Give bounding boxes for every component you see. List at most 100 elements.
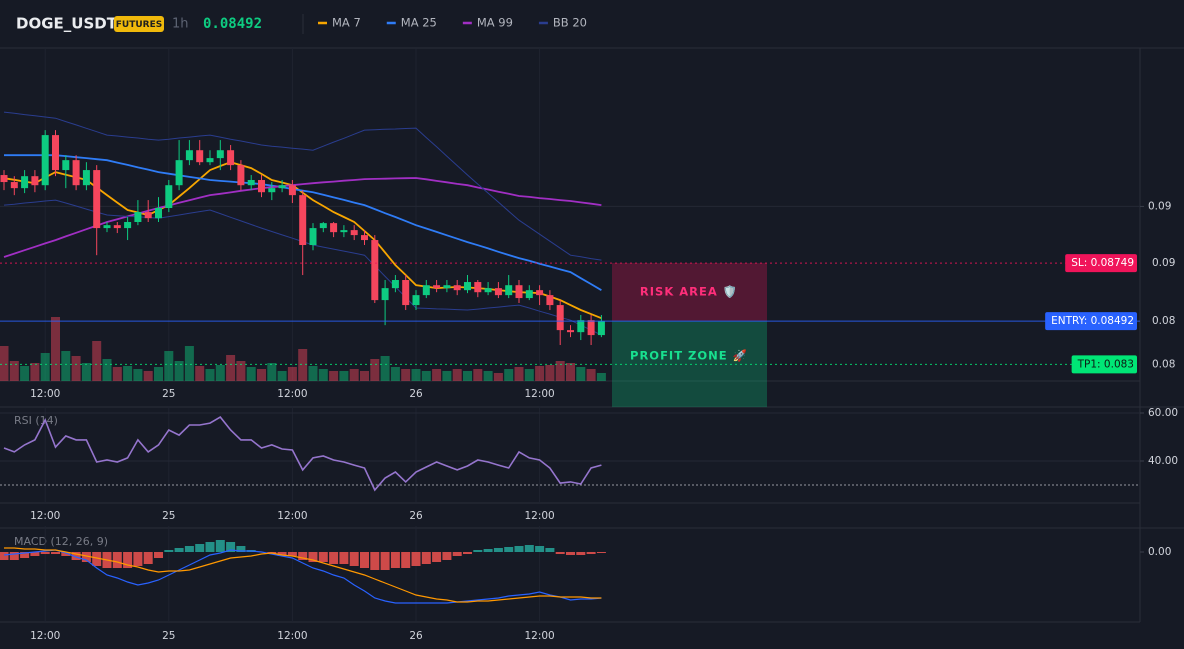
macd-line — [3, 549, 602, 604]
macd-histogram-bar — [329, 552, 339, 564]
macd-histogram-bar — [236, 546, 246, 552]
candle-body — [546, 295, 554, 306]
candle-body — [525, 290, 533, 299]
candle-body — [350, 230, 358, 236]
macd-histogram-bar — [493, 548, 503, 552]
legend-label: MA 25 — [401, 16, 437, 30]
candle-body — [278, 185, 286, 189]
level-label: ENTRY: 0.08492 — [1051, 315, 1134, 327]
volume-bar — [524, 369, 534, 381]
candle-body — [299, 195, 307, 246]
x-tick-label: 26 — [409, 630, 423, 642]
level-axis-label: 0.08 — [1152, 315, 1175, 327]
candle-body — [41, 135, 49, 186]
macd-histogram-bar — [174, 548, 184, 552]
level-axis-label: 0.08 — [1152, 358, 1175, 370]
macd-histogram-bar — [51, 552, 60, 554]
macd-histogram-bar — [143, 552, 153, 564]
candle-body — [258, 180, 265, 193]
volume-bar — [360, 371, 369, 381]
macd-histogram-bar — [318, 552, 328, 562]
x-tick-label: 12:00 — [277, 388, 307, 400]
macd-histogram-bar — [411, 552, 421, 566]
zone-label: RISK AREA 🛡️ — [640, 285, 738, 299]
candle-body — [361, 235, 368, 241]
candle-body — [371, 240, 379, 301]
volume-bar — [442, 371, 452, 381]
candle-body — [319, 223, 327, 229]
candle-body — [556, 305, 564, 331]
macd-histogram-bar — [524, 545, 534, 552]
macd-histogram-bar — [92, 552, 102, 566]
macd-histogram-bar — [277, 552, 287, 556]
volume-bar — [246, 367, 256, 381]
candle-body — [484, 288, 492, 293]
last-price: 0.08492 — [203, 16, 262, 32]
legend-label: MA 7 — [332, 16, 361, 30]
volume-bar — [20, 366, 30, 381]
macd-histogram-bar — [123, 552, 133, 568]
volume-bar — [390, 367, 400, 381]
volume-bar — [195, 366, 205, 381]
candle-body — [597, 321, 605, 336]
volume-bar — [215, 365, 225, 381]
candle-body — [196, 150, 204, 163]
volume-bar — [123, 366, 133, 381]
volume-bar — [566, 363, 575, 381]
x-tick-label: 12:00 — [524, 510, 554, 522]
volume-bar — [9, 361, 19, 381]
macd-histogram-bar — [473, 550, 483, 552]
macd-histogram-bar — [9, 552, 19, 560]
candle-body — [443, 285, 451, 289]
macd-histogram-bar — [545, 548, 555, 552]
volume-bar — [586, 369, 596, 381]
candle-body — [0, 175, 8, 183]
candle-body — [31, 176, 39, 186]
candle-body — [330, 223, 338, 233]
volume-bar — [452, 369, 462, 381]
macd-histogram-bar — [308, 552, 318, 562]
volume-bar — [30, 363, 40, 381]
candle-body — [124, 221, 132, 229]
candle-body — [206, 158, 214, 163]
volume-bar — [380, 356, 390, 381]
y-tick-label: 0.00 — [1148, 546, 1171, 558]
macd-histogram-bar — [184, 546, 194, 552]
volume-bar — [133, 369, 143, 381]
macd-histogram-bar — [370, 552, 380, 570]
macd-histogram-bar — [360, 552, 369, 568]
macd-histogram-bar — [483, 549, 493, 552]
interval: 1h — [172, 17, 189, 32]
macd-histogram-bar — [442, 552, 452, 560]
x-tick-label: 12:00 — [524, 388, 554, 400]
volume-bar — [236, 361, 246, 381]
candle-body — [93, 170, 101, 229]
candle-body — [103, 225, 111, 229]
level-tag — [1071, 355, 1137, 374]
candle-body — [165, 185, 173, 209]
volume-bar — [184, 346, 194, 381]
macd-histogram-bar — [164, 550, 174, 552]
macd-histogram-bar — [81, 552, 91, 562]
volume-bar — [154, 367, 163, 381]
volume-bar — [226, 355, 236, 381]
candle-body — [577, 320, 585, 333]
candle-body — [21, 176, 29, 189]
volume-bar — [102, 359, 112, 381]
candle-body — [10, 182, 18, 189]
volume-bar — [473, 369, 483, 381]
candle-body — [62, 160, 70, 171]
volume-bar — [463, 371, 472, 381]
candle-body — [402, 280, 410, 306]
candle-body — [288, 185, 296, 196]
volume-bar — [545, 365, 555, 381]
macd-histogram-bar — [514, 546, 524, 552]
macd-histogram-bar — [40, 552, 50, 554]
ma-line — [3, 177, 602, 258]
macd-histogram-bar — [133, 552, 143, 566]
candle-body — [340, 230, 348, 233]
macd-histogram-bar — [504, 547, 514, 552]
volume-bar — [143, 371, 153, 381]
macd-title: MACD (12, 26, 9) — [14, 535, 108, 548]
macd-histogram-bar — [61, 552, 71, 556]
